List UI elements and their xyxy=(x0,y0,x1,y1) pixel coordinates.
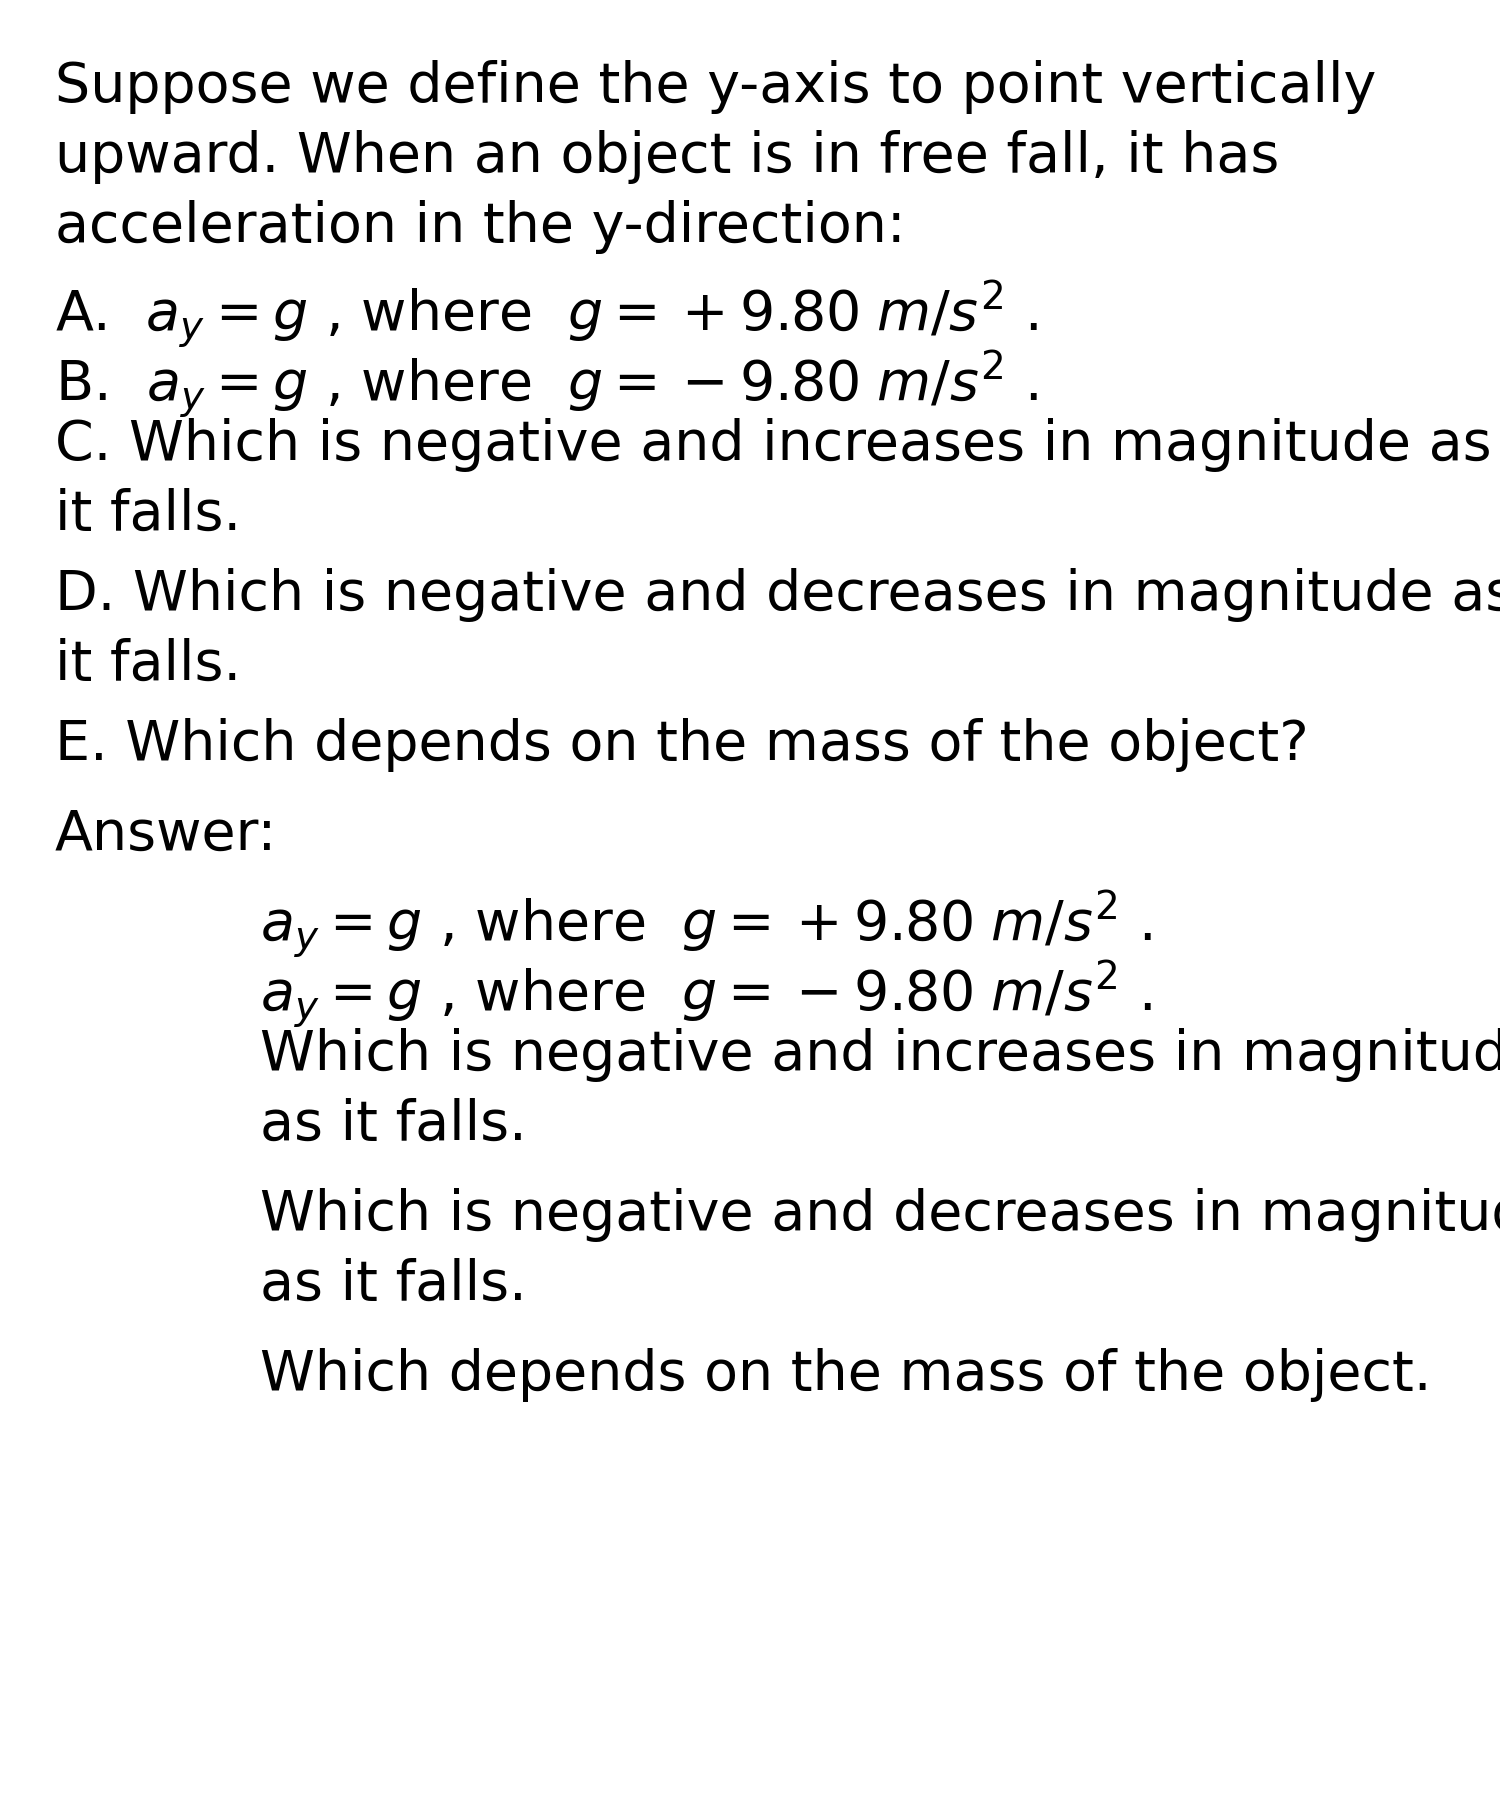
Text: Answer:: Answer: xyxy=(56,808,278,862)
Text: Which is negative and increases in magnitude: Which is negative and increases in magni… xyxy=(260,1028,1500,1082)
Text: it falls.: it falls. xyxy=(56,639,242,693)
Text: Which depends on the mass of the object.: Which depends on the mass of the object. xyxy=(260,1348,1431,1402)
Text: as it falls.: as it falls. xyxy=(260,1099,526,1153)
Text: A.  $a_y = g$ , where  $g = +9.80\; m/s^2$ .: A. $a_y = g$ , where $g = +9.80\; m/s^2$… xyxy=(56,278,1038,350)
Text: upward. When an object is in free fall, it has: upward. When an object is in free fall, … xyxy=(56,130,1280,184)
Text: $a_y = g$ , where  $g = +9.80\; m/s^2$ .: $a_y = g$ , where $g = +9.80\; m/s^2$ . xyxy=(260,888,1152,960)
Text: acceleration in the y-direction:: acceleration in the y-direction: xyxy=(56,200,906,254)
Text: as it falls.: as it falls. xyxy=(260,1257,526,1312)
Text: E. Which depends on the mass of the object?: E. Which depends on the mass of the obje… xyxy=(56,718,1308,772)
Text: Which is negative and decreases in magnitude: Which is negative and decreases in magni… xyxy=(260,1189,1500,1241)
Text: B.  $a_y = g$ , where  $g = -9.80\; m/s^2$ .: B. $a_y = g$ , where $g = -9.80\; m/s^2$… xyxy=(56,348,1038,420)
Text: C. Which is negative and increases in magnitude as: C. Which is negative and increases in ma… xyxy=(56,419,1491,473)
Text: D. Which is negative and decreases in magnitude as: D. Which is negative and decreases in ma… xyxy=(56,568,1500,622)
Text: it falls.: it falls. xyxy=(56,489,242,541)
Text: $a_y = g$ , where  $g = -9.80\; m/s^2$ .: $a_y = g$ , where $g = -9.80\; m/s^2$ . xyxy=(260,958,1152,1030)
Text: Suppose we define the y-axis to point vertically: Suppose we define the y-axis to point ve… xyxy=(56,60,1377,114)
